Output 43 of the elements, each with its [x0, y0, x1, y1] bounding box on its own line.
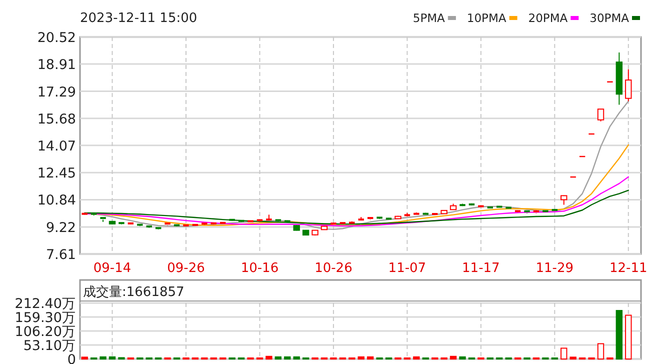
bar: [459, 356, 466, 360]
x-tick-label: 11-17: [462, 261, 500, 276]
y-tick-label: 53.10万: [23, 338, 76, 354]
y-tick-label: 0: [67, 352, 76, 364]
y-tick-label: 17.29: [37, 84, 76, 100]
y-tick-label: 20.52: [37, 30, 76, 46]
y-tick-label: 18.91: [37, 57, 76, 74]
y-tick-label: 10.84: [37, 192, 76, 209]
bar: [108, 356, 116, 360]
y-tick-label: 212.40万: [14, 296, 76, 312]
y-tick-label: 106.20万: [14, 324, 76, 340]
bar: [616, 310, 623, 360]
bar: [366, 356, 374, 360]
y-tick-label: 14.07: [37, 138, 76, 154]
bar: [284, 356, 291, 360]
x-tick-label: 10-16: [240, 261, 279, 276]
y-tick-label: 7.61: [46, 247, 76, 263]
bar: [266, 356, 272, 360]
bar: [625, 314, 632, 360]
chart-title: 成交量:1661857: [83, 284, 184, 300]
x-tick-label: 12-11: [610, 261, 647, 276]
x-tick-label: 11-29: [536, 261, 574, 276]
bar: [293, 356, 300, 360]
chart-title: 2023-12-11 15:00: [80, 11, 198, 26]
bar: [274, 356, 282, 360]
legend-label: 10PMA: [466, 11, 506, 25]
y-tick-label: 15.68: [37, 111, 76, 128]
x-tick-label: 09-14: [93, 261, 132, 276]
bar: [560, 348, 568, 360]
legend-label: 30PMA: [590, 11, 630, 25]
bar: [100, 356, 106, 360]
x-tick-label: 11-07: [388, 261, 426, 276]
bar: [450, 356, 457, 360]
y-tick-label: 12.45: [37, 166, 76, 182]
x-tick-label: 10-26: [314, 261, 352, 276]
legend-label: 20PMA: [528, 11, 568, 25]
y-tick-label: 159.30万: [14, 310, 76, 326]
bar: [413, 356, 420, 360]
y-tick-label: 9.22: [46, 220, 76, 236]
bar: [358, 356, 364, 360]
x-tick-label: 09-26: [167, 261, 205, 276]
legend-label: 5PMA: [412, 11, 446, 25]
bar: [597, 343, 604, 360]
